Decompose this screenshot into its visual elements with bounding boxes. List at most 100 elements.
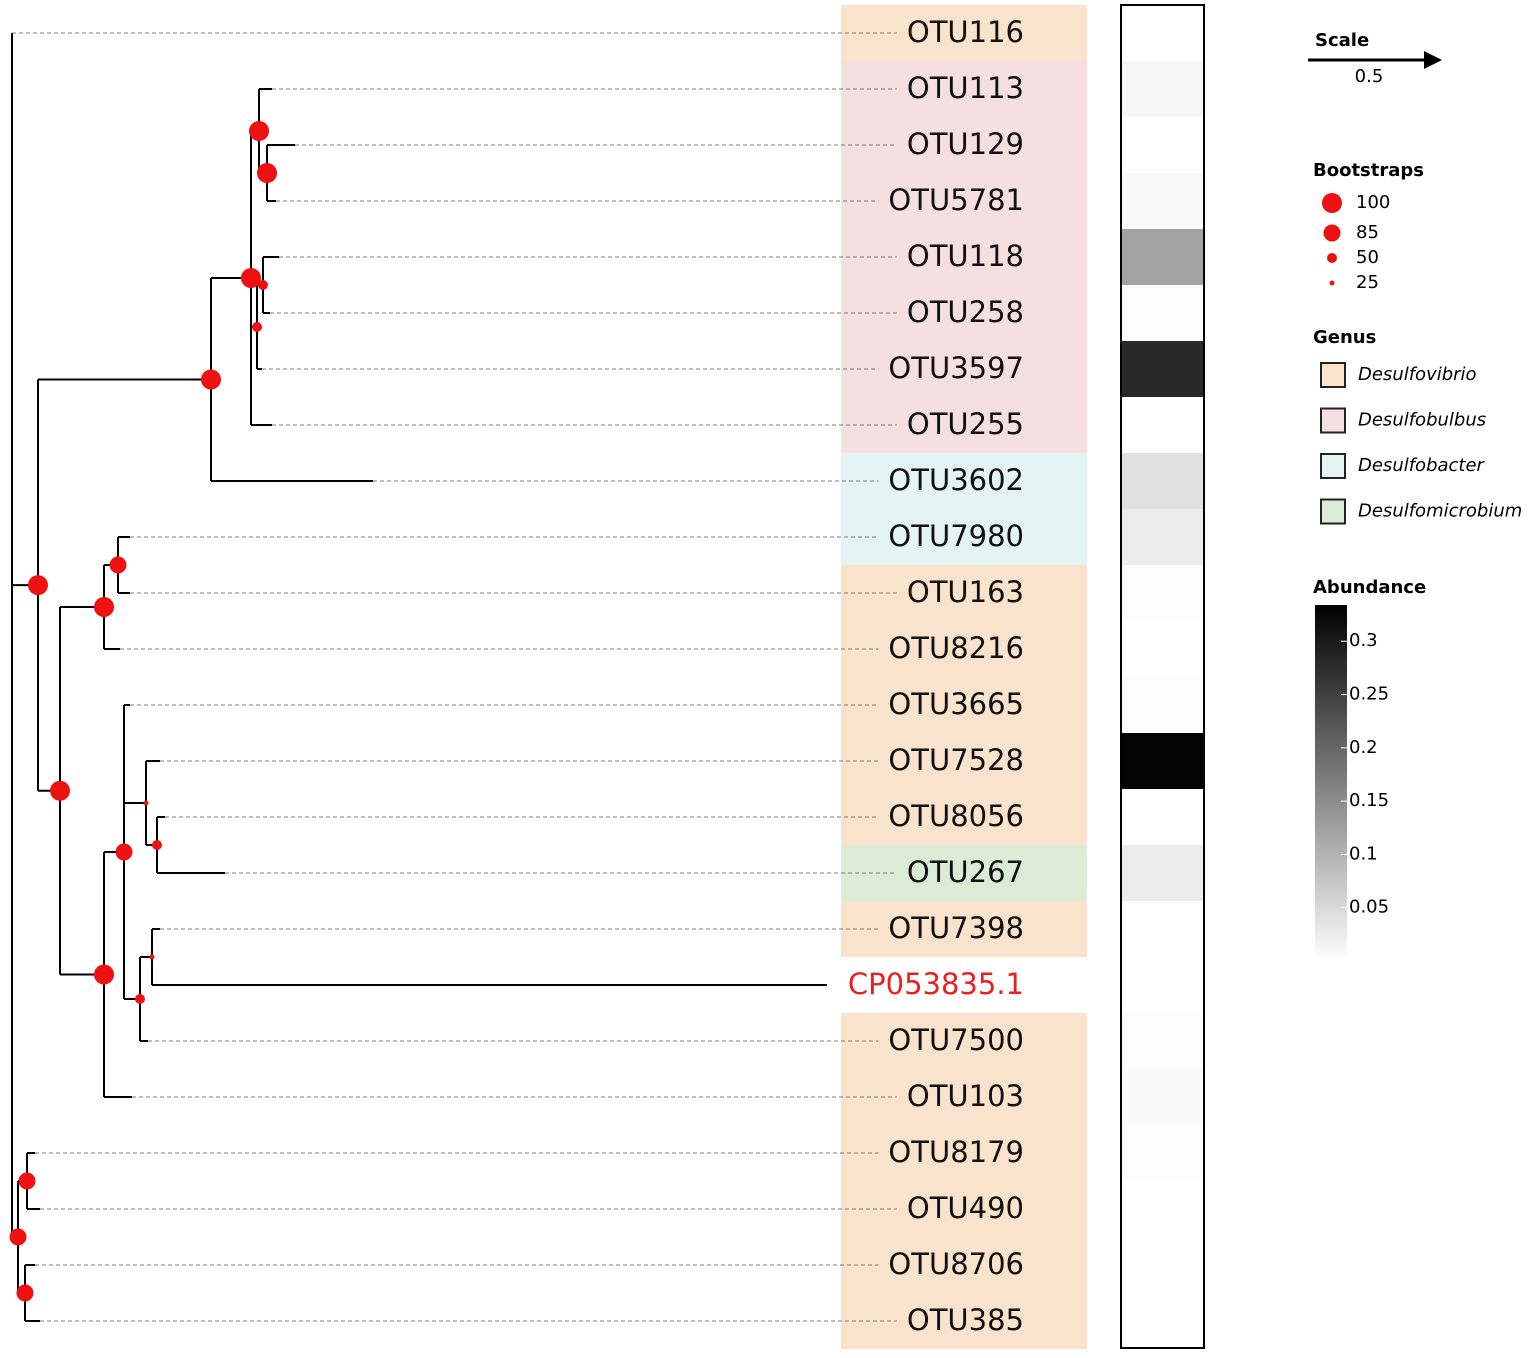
heatmap-cell (1121, 1069, 1204, 1125)
genus-key-label: Desulfovibrio (1358, 364, 1477, 385)
colorbar-tick-label: 0.05 (1349, 897, 1389, 918)
heatmap-cell (1121, 173, 1204, 229)
bootstrap-key (1327, 253, 1337, 263)
leaf-label: OTU7500 (888, 1023, 1024, 1057)
genus-key (1320, 453, 1346, 479)
leaf-label: OTU8056 (888, 799, 1024, 833)
leaf-label: OTU5781 (888, 183, 1024, 217)
leaf-label: OTU7528 (888, 743, 1024, 777)
scale-arrow-head (1424, 51, 1442, 69)
leaf-label: OTU3665 (888, 687, 1024, 721)
heatmap-cell (1121, 789, 1204, 845)
colorbar-tick-label: 0.3 (1349, 630, 1378, 651)
heatmap-cell (1121, 341, 1204, 397)
abundance-colorbar (1315, 605, 1347, 961)
heatmap-cell (1121, 1237, 1204, 1293)
leaf-label: OTU103 (907, 1079, 1024, 1113)
genus-band (841, 621, 1087, 677)
bootstrap-dot (9, 1228, 27, 1246)
colorbar-tick-label: 0.2 (1349, 737, 1378, 758)
bootstrap-dot (115, 843, 133, 861)
leaf-label: OTU8216 (888, 631, 1024, 665)
leaf-label: OTU7398 (888, 911, 1024, 945)
heatmap-cell (1121, 1125, 1204, 1181)
heatmap-cell (1121, 509, 1204, 565)
genus-band (841, 845, 1087, 901)
bootstrap-dot (94, 597, 114, 617)
bootstrap-dot (152, 840, 162, 850)
abundance-title: Abundance (1313, 577, 1426, 598)
heatmap-cell (1121, 845, 1204, 901)
heatmap-cell (1121, 621, 1204, 677)
bootstrap-title: Bootstraps (1313, 160, 1424, 181)
bootstrap-dot (258, 280, 268, 290)
bootstrap-dot (135, 994, 145, 1004)
heatmap-cell (1121, 733, 1204, 789)
bootstrap-dot (109, 556, 127, 574)
genus-band (841, 117, 1087, 173)
genus-key-label: Desulfobacter (1358, 455, 1486, 476)
genus-key (1320, 407, 1346, 434)
bootstrap-dot (149, 954, 155, 960)
scale-title: Scale (1315, 30, 1369, 51)
leaf-label: OTU163 (907, 575, 1024, 609)
genus-band (841, 1125, 1087, 1181)
leaf-label: OTU3597 (888, 351, 1024, 385)
bootstrap-key (1322, 193, 1342, 213)
genus-band (841, 733, 1087, 789)
leaf-label: OTU258 (907, 295, 1024, 329)
heatmap-cell (1121, 285, 1204, 341)
bootstrap-key (1323, 224, 1341, 242)
colorbar-tick-label: 0.1 (1349, 843, 1378, 864)
genus-title: Genus (1313, 327, 1376, 348)
genus-band (841, 677, 1087, 733)
heatmap-cell (1121, 565, 1204, 621)
heatmap-cell (1121, 61, 1204, 117)
genus-band (841, 453, 1087, 509)
heatmap-cell (1121, 677, 1204, 733)
heatmap-cell (1121, 397, 1204, 453)
genus-band (841, 341, 1087, 397)
leaf-label: CP053835.1 (848, 967, 1024, 1001)
bootstrap-dot (28, 575, 48, 596)
bootstrap-key-label: 85 (1356, 222, 1379, 243)
leaf-label: OTU8706 (888, 1247, 1024, 1281)
leaf-label: OTU267 (907, 855, 1024, 889)
heatmap-cell (1121, 901, 1204, 957)
leaf-label: OTU118 (907, 239, 1024, 273)
leaf-label: OTU113 (907, 71, 1024, 105)
genus-band (841, 1013, 1087, 1069)
heatmap-cell (1121, 1181, 1204, 1237)
leaf-label: OTU490 (907, 1191, 1024, 1225)
bootstrap-dot (241, 268, 261, 288)
genus-band (841, 901, 1087, 957)
genus-key (1320, 362, 1346, 388)
bootstrap-dot (252, 322, 262, 332)
bootstrap-dot (143, 800, 149, 806)
heatmap-cell (1121, 1293, 1204, 1349)
scale-value: 0.5 (1355, 66, 1384, 87)
bootstrap-dot (16, 1284, 34, 1302)
bootstrap-dot (18, 1172, 36, 1190)
colorbar-tick-label: 0.25 (1349, 684, 1389, 705)
bootstrap-dot (249, 121, 269, 141)
heatmap-cell (1121, 229, 1204, 285)
bootstrap-key-label: 50 (1356, 247, 1379, 268)
genus-band (841, 173, 1087, 229)
genus-key-label: Desulfomicrobium (1358, 501, 1522, 522)
leaf-label: OTU129 (907, 127, 1024, 161)
bootstrap-dot (94, 964, 114, 985)
bootstrap-dot (50, 780, 70, 801)
leaf-label: OTU3602 (888, 463, 1024, 497)
leaf-label: OTU116 (907, 15, 1024, 49)
heatmap-cell (1121, 117, 1204, 173)
genus-band (841, 789, 1087, 845)
bootstrap-dot (257, 163, 277, 183)
leaf-label: OTU255 (907, 407, 1024, 441)
leaf-label: OTU385 (907, 1303, 1024, 1337)
bootstrap-key-label: 100 (1356, 192, 1390, 213)
genus-key-label: Desulfobulbus (1358, 410, 1486, 431)
colorbar-tick-label: 0.15 (1349, 790, 1389, 811)
leaf-label: OTU8179 (888, 1135, 1024, 1169)
